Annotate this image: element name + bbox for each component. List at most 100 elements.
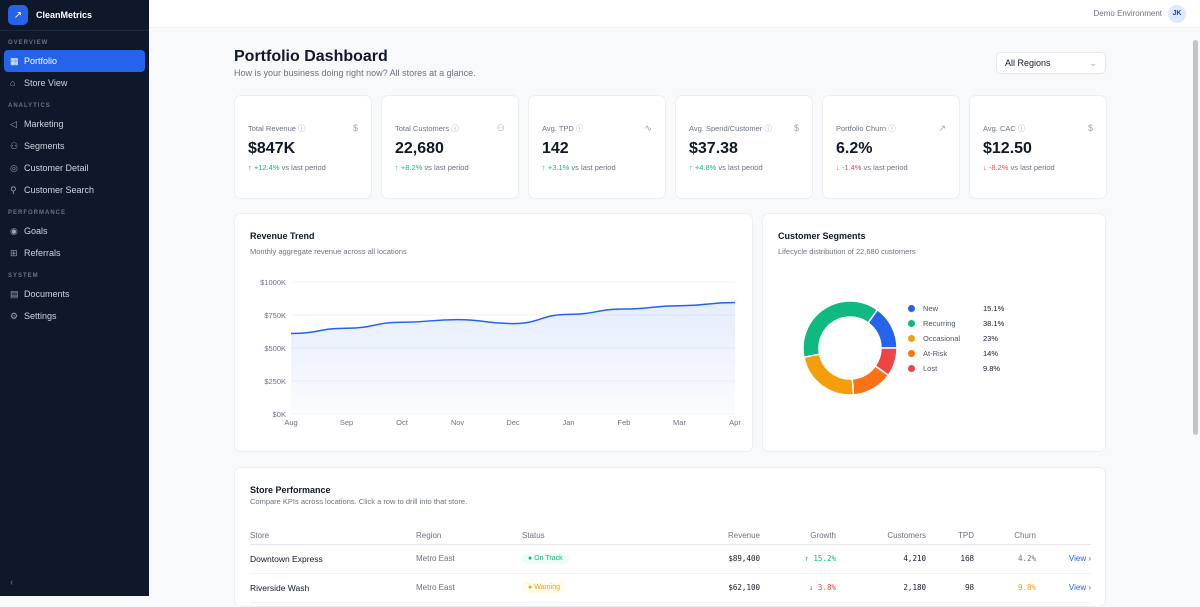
sidebar-item-referrals[interactable]: ⊞ Referrals xyxy=(4,242,145,264)
info-icon[interactable]: ⓘ xyxy=(888,124,896,133)
kpi-change: +8.2% xyxy=(400,163,423,172)
y-tick-label: $250K xyxy=(264,377,286,386)
table-row[interactable]: Riverside Wash Metro East ● Warning $62,… xyxy=(250,573,1091,603)
kpi-change: +3.1% xyxy=(547,163,570,172)
nav-section-label: SYSTEM xyxy=(8,273,39,279)
column-header[interactable]: Store xyxy=(250,528,416,545)
status-text: Warning xyxy=(534,584,560,591)
view-link[interactable]: View › xyxy=(1036,544,1091,574)
column-header[interactable]: Revenue xyxy=(642,528,760,545)
kpi-change-suffix: vs last period xyxy=(718,163,763,172)
sidebar-item-customer-detail[interactable]: ◎ Customer Detail xyxy=(4,157,145,179)
kpi-value: $37.38 xyxy=(689,140,738,157)
sidebar-item-segments[interactable]: ⚇ Segments xyxy=(4,135,145,157)
users-icon: ⚇ xyxy=(496,123,505,133)
x-tick-label: Sep xyxy=(340,418,353,427)
arrow-down-icon: ↓ xyxy=(983,163,987,172)
kpi-card: Avg. CAC ⓘ $ $12.50 ↓ -8.2% vs last period xyxy=(969,95,1107,199)
sidebar-item-settings[interactable]: ⚙ Settings xyxy=(4,305,145,327)
sidebar-item-customer-search[interactable]: ⚲ Customer Search xyxy=(4,179,145,201)
grid-icon: ▦ xyxy=(10,55,19,66)
column-header[interactable]: Growth xyxy=(760,528,836,545)
sidebar-item-goals[interactable]: ◉ Goals xyxy=(4,220,145,242)
x-tick-label: Apr xyxy=(729,418,741,427)
legend: New 15.1% Recurring 38.1% Occasional 23% At-Ri… xyxy=(908,301,1004,376)
store-customers: 4,210 xyxy=(836,544,926,574)
column-header[interactable]: Churn xyxy=(974,528,1036,545)
kpi-card: Portfolio Churn ⓘ ↗ 6.2% ↓ -1.4% vs last pe… xyxy=(822,95,960,199)
legend-dot xyxy=(908,335,915,342)
legend-item: Occasional 23% xyxy=(908,331,1004,346)
kpi-change-suffix: vs last period xyxy=(424,163,469,172)
x-tick-label: Jan xyxy=(562,418,574,427)
sidebar: ↗ CleanMetrics OVERVIEW ▦ Portfolio ⌂ Store V… xyxy=(0,0,149,596)
sidebar-item-label: Marketing xyxy=(24,119,64,129)
y-tick-label: $0K xyxy=(273,410,286,419)
info-icon[interactable]: ⓘ xyxy=(298,124,306,133)
donut-slice-lost[interactable] xyxy=(874,347,898,377)
avatar[interactable]: JK xyxy=(1168,4,1186,23)
donut-slice-occasional[interactable] xyxy=(803,353,855,396)
kpi-card: Total Revenue ⓘ $ $847K ↑ +12.4% vs last pe… xyxy=(234,95,372,199)
app-name: CleanMetrics xyxy=(36,10,93,20)
megaphone-icon: ◁ xyxy=(10,118,17,129)
arrow-up-icon: ↑ xyxy=(248,163,252,172)
users-icon: ⚇ xyxy=(10,140,19,151)
region-select[interactable]: All Regions ⌄ xyxy=(996,52,1106,74)
table-row[interactable]: Downtown Express Metro East ● On Track $… xyxy=(250,544,1091,574)
info-icon[interactable]: ⓘ xyxy=(764,124,772,133)
user-circle-icon: ◎ xyxy=(10,162,18,173)
chart-title: Revenue Trend xyxy=(250,231,315,241)
sidebar-item-label: Referrals xyxy=(24,248,61,258)
sidebar-item-label: Segments xyxy=(24,141,65,151)
legend-dot xyxy=(908,365,915,372)
info-icon[interactable]: ⓘ xyxy=(575,124,584,133)
trend-logo-icon: ↗ xyxy=(8,5,28,25)
kpi-value: 22,680 xyxy=(395,140,444,157)
legend-name: New xyxy=(923,304,939,313)
column-header[interactable]: Status xyxy=(522,528,642,545)
nav-section-label: ANALYTICS xyxy=(8,103,51,109)
sidebar-item-documents[interactable]: ▤ Documents xyxy=(4,283,145,305)
store-tpd: 98 xyxy=(926,573,974,603)
kpi-label: Avg. CAC xyxy=(983,124,1016,133)
store-name: Downtown Express xyxy=(250,544,416,574)
sidebar-item-label: Goals xyxy=(24,226,48,236)
kpi-card: Avg. Spend/Customer ⓘ $ $37.38 ↑ +4.8% vs l… xyxy=(675,95,813,199)
sidebar-item-portfolio[interactable]: ▦ Portfolio xyxy=(4,50,145,72)
kpi-label: Total Revenue xyxy=(248,124,296,133)
store-tpd: 168 xyxy=(926,544,974,574)
chart-title: Customer Segments xyxy=(778,231,866,241)
kpi-value: $12.50 xyxy=(983,140,1032,157)
collapse-sidebar-icon[interactable]: ‹ xyxy=(10,577,14,588)
view-link[interactable]: View › xyxy=(1036,573,1091,603)
legend-item: Recurring 38.1% xyxy=(908,316,1004,331)
arrow-up-icon: ↑ xyxy=(542,163,546,172)
sidebar-item-marketing[interactable]: ◁ Marketing xyxy=(4,113,145,135)
arrow-down-icon: ↓ xyxy=(836,163,840,172)
column-header[interactable] xyxy=(1036,528,1091,545)
column-header[interactable]: Region xyxy=(416,528,522,545)
area-fill xyxy=(291,302,735,414)
donut-slice-recurring[interactable] xyxy=(802,300,879,359)
sidebar-item-store-view[interactable]: ⌂ Store View xyxy=(4,72,145,94)
kpi-label: Total Customers xyxy=(395,124,450,133)
status-badge: ● On Track xyxy=(522,553,569,564)
chart-subtitle: Lifecycle distribution of 22,680 custome… xyxy=(778,247,916,256)
column-header[interactable]: TPD xyxy=(926,528,974,545)
store-region: Metro East xyxy=(416,544,522,574)
info-icon[interactable]: ⓘ xyxy=(1017,124,1026,133)
store-growth: ↑ 15.2% xyxy=(760,544,836,574)
store-churn: 4.2% xyxy=(974,544,1036,574)
store-churn: 9.8% xyxy=(974,573,1036,603)
kpi-change-suffix: vs last period xyxy=(281,163,326,172)
column-header[interactable]: Customers xyxy=(836,528,926,545)
brand[interactable]: ↗ CleanMetrics xyxy=(0,0,149,31)
store-customers: 2,180 xyxy=(836,573,926,603)
legend-value: 14% xyxy=(983,349,999,358)
trend-icon: ↗ xyxy=(938,123,946,133)
y-tick-label: $750K xyxy=(264,311,286,320)
legend-value: 23% xyxy=(983,334,999,343)
info-icon[interactable]: ⓘ xyxy=(451,124,459,133)
scrollbar[interactable] xyxy=(1193,40,1198,435)
